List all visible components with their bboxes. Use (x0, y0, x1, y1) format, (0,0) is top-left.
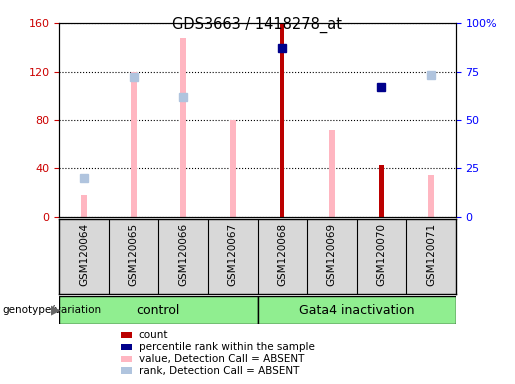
Bar (131, 71, 136, 217)
Text: GDS3663 / 1418278_at: GDS3663 / 1418278_at (173, 17, 342, 33)
Bar (428, 175, 434, 217)
Bar (258, 296, 456, 324)
Text: control: control (136, 304, 180, 316)
Text: GSM120067: GSM120067 (228, 223, 238, 286)
Text: GSM120069: GSM120069 (327, 223, 337, 286)
Bar (230, 120, 236, 217)
Text: genotype/variation: genotype/variation (3, 305, 101, 315)
Text: count: count (139, 330, 168, 340)
Text: Gata4 inactivation: Gata4 inactivation (299, 304, 415, 316)
Text: value, Detection Call = ABSENT: value, Detection Call = ABSENT (139, 354, 304, 364)
Text: percentile rank within the sample: percentile rank within the sample (139, 342, 315, 352)
Text: GSM120065: GSM120065 (129, 223, 139, 286)
Bar (380, 165, 384, 217)
Text: GSM120064: GSM120064 (79, 223, 89, 286)
Text: GSM120071: GSM120071 (426, 223, 436, 286)
Text: ▶: ▶ (51, 304, 60, 316)
Bar (280, 23, 284, 217)
Text: rank, Detection Call = ABSENT: rank, Detection Call = ABSENT (139, 366, 299, 376)
Text: GSM120068: GSM120068 (277, 223, 287, 286)
Bar (81, 195, 87, 217)
Bar (59, 296, 258, 324)
Text: GSM120070: GSM120070 (376, 223, 386, 286)
Bar (180, 38, 186, 217)
Bar (329, 130, 335, 217)
Text: GSM120066: GSM120066 (178, 223, 188, 286)
